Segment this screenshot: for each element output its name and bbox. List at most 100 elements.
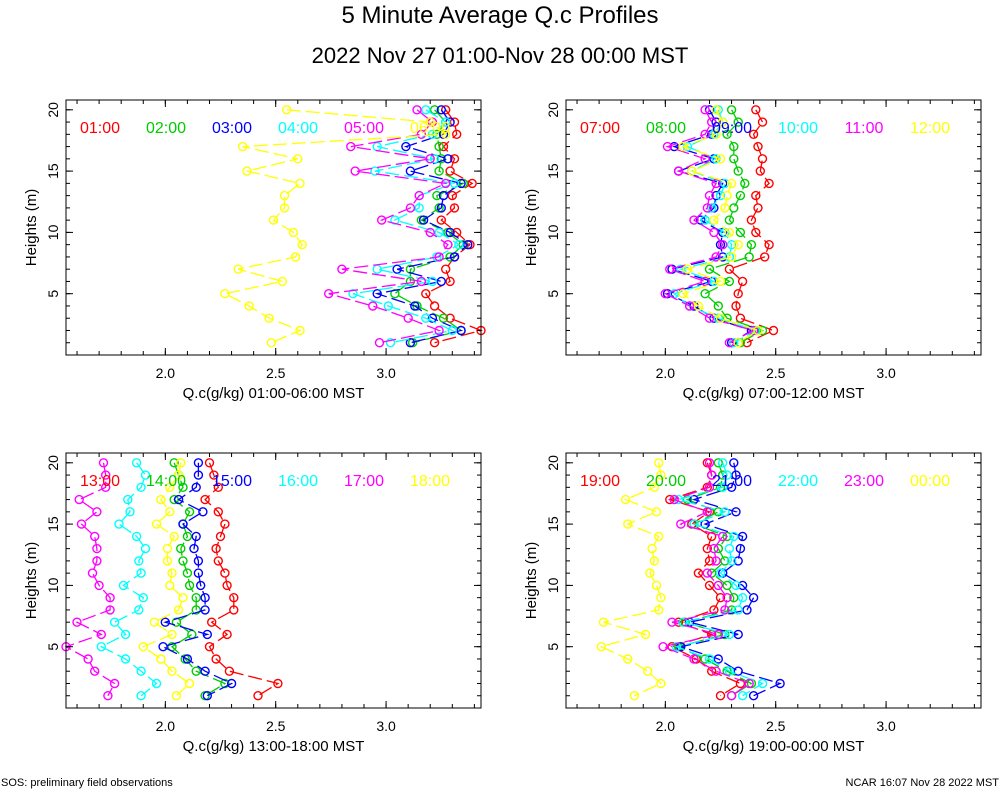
data-point [744, 252, 754, 262]
data-point [429, 105, 440, 115]
data-point [751, 190, 761, 201]
data-point [136, 482, 146, 492]
y-tick-label: 5 [545, 643, 561, 651]
data-point [279, 190, 290, 201]
data-point [109, 617, 120, 627]
data-point [434, 252, 444, 262]
legend-label: 22:00 [778, 473, 818, 490]
data-point [173, 494, 184, 505]
data-point [191, 593, 201, 603]
plot-frame [65, 452, 482, 709]
data-point [224, 666, 235, 676]
series-2 [390, 105, 468, 348]
data-point [171, 691, 182, 701]
data-point [737, 593, 748, 603]
data-point [204, 458, 215, 468]
data-point [724, 666, 735, 676]
y-tick-label: 20 [45, 102, 61, 118]
data-point [452, 129, 462, 140]
data-point [184, 580, 195, 591]
series-line [352, 109, 461, 344]
y-tick-label: 20 [45, 455, 61, 471]
chart-panel-3: 13:00 14:00 15:00 16:00 17:00 18:00 2.0 2.5 3.0 5… [23, 452, 482, 755]
data-point [467, 178, 477, 189]
data-point [436, 154, 446, 164]
data-point [416, 129, 427, 140]
data-point [456, 178, 466, 189]
data-point [729, 531, 739, 542]
data-point [704, 313, 715, 323]
data-point [656, 593, 666, 603]
series-line [170, 462, 227, 697]
legend-label: 16:00 [278, 473, 318, 490]
data-point [669, 494, 679, 505]
data-point [443, 239, 453, 250]
data-point [746, 215, 757, 225]
data-point [737, 691, 748, 701]
data-point [436, 105, 446, 115]
legend-label: 01:00 [80, 120, 120, 137]
data-point [401, 141, 411, 152]
data-point [405, 166, 416, 176]
data-point [182, 531, 193, 542]
data-point [673, 166, 684, 176]
legend-label: 21:00 [712, 473, 752, 490]
data-point [156, 494, 166, 505]
data-point [656, 678, 666, 689]
data-point [722, 129, 732, 140]
data-point [709, 543, 719, 554]
data-point [229, 605, 239, 615]
data-point [700, 289, 710, 299]
data-point [167, 666, 177, 676]
data-point [722, 593, 732, 603]
data-point [722, 470, 732, 480]
series-line [424, 109, 484, 344]
data-point [711, 666, 721, 676]
data-point [136, 568, 146, 578]
data-point [707, 666, 717, 676]
data-point [726, 691, 737, 701]
y-axis-title: Heights (m) [523, 189, 540, 267]
chart-panel-2: 07:00 08:00 09:00 10:00 11:00 12:00 2.0 2.5 3.0 5… [523, 99, 982, 402]
data-point [693, 568, 704, 578]
data-point [643, 666, 653, 676]
data-point [711, 129, 721, 140]
data-point [733, 556, 743, 566]
data-point [176, 543, 186, 554]
series-5 [658, 458, 754, 701]
data-point [702, 203, 712, 213]
x-tick-label: 2.5 [766, 718, 786, 734]
y-axis-title: Heights (m) [523, 542, 540, 620]
data-point [724, 215, 735, 225]
legend-label: 12:00 [910, 120, 950, 137]
data-point [707, 470, 717, 480]
data-point [724, 276, 735, 287]
data-point [109, 678, 120, 689]
data-point [222, 580, 232, 591]
data-point [215, 531, 226, 542]
data-point [441, 117, 451, 127]
series-line [681, 109, 760, 344]
data-point [718, 482, 728, 492]
data-point [140, 470, 151, 480]
data-point [682, 264, 693, 274]
data-point [713, 580, 723, 591]
data-point [92, 543, 102, 554]
data-point [660, 289, 670, 299]
data-point [760, 252, 770, 262]
data-point [140, 543, 151, 554]
data-point [421, 313, 431, 323]
data-point [658, 642, 668, 652]
data-point [753, 203, 763, 213]
data-point [726, 178, 737, 189]
data-point [288, 227, 299, 238]
data-point [324, 289, 334, 299]
data-point [123, 494, 133, 505]
data-point [233, 264, 243, 274]
data-point [651, 580, 662, 591]
data-point [775, 678, 785, 689]
data-point [213, 556, 224, 566]
data-point [735, 543, 746, 554]
data-point [169, 531, 179, 542]
series-1 [200, 458, 283, 701]
